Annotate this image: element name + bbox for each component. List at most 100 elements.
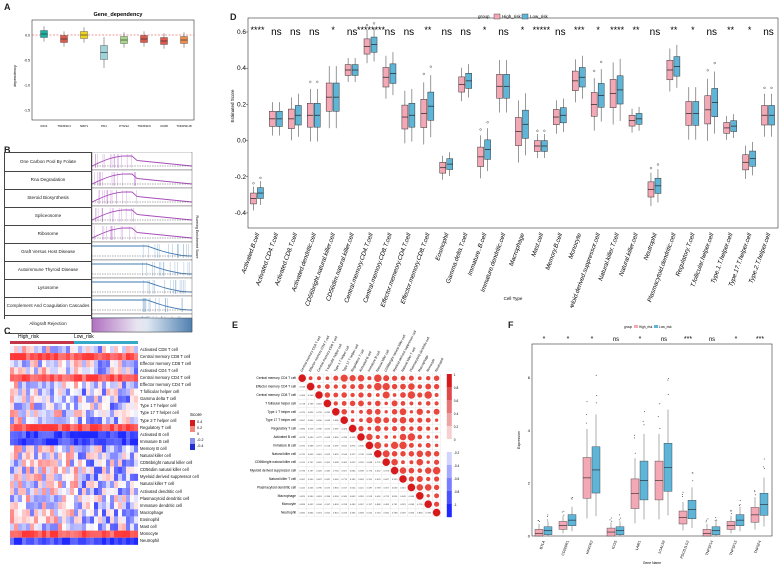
heatmap-cell	[78, 417, 83, 425]
heatmap-cell	[58, 431, 63, 439]
corr-circle	[424, 391, 432, 399]
significance-label: *	[591, 336, 594, 343]
heatmap-cell	[134, 473, 139, 481]
y-tick-label: 6	[528, 375, 531, 380]
corr-circle	[433, 501, 440, 507]
heatmap-cell	[22, 438, 27, 446]
outlier-point	[593, 69, 596, 73]
corr-circle	[392, 426, 398, 432]
heatmap-cell	[114, 367, 119, 375]
x-tick-label: LGALS9	[658, 540, 666, 554]
corr-circle	[366, 408, 373, 415]
corr-value: 0.518	[325, 445, 331, 447]
heatmap-cell	[134, 445, 139, 453]
heatmap-cell	[54, 445, 59, 453]
heatmap-cell	[26, 409, 31, 418]
heatmap-cell	[46, 431, 51, 439]
heatmap-cell	[118, 360, 123, 368]
outlier-point	[252, 182, 255, 185]
legend-color-step	[446, 504, 452, 518]
x-tick-label: Mast.cell	[530, 232, 545, 258]
heatmap-cell	[126, 424, 131, 432]
heatmap-row-label: Gamma delta T cell	[140, 396, 177, 402]
heatmap-cell	[106, 424, 111, 432]
corr-value: 0.539	[358, 471, 364, 473]
heatmap-cell	[26, 360, 31, 368]
legend-tick: 0.2	[454, 425, 459, 429]
heatmap-row-label: Effector memory CD8 T cell	[140, 360, 192, 366]
heatmap-cell	[118, 466, 123, 474]
row-label: Natural killer T cell	[269, 477, 296, 481]
heatmap-row-label: Natural killer cell	[140, 453, 171, 458]
corr-circle	[434, 418, 439, 422]
outlier-point	[600, 60, 603, 63]
heatmap-cell	[66, 523, 71, 531]
heatmap-cell	[38, 367, 43, 375]
panel-f-svg: Expression Gene Name group High_risk Low…	[517, 325, 773, 565]
heatmap-cell	[106, 388, 111, 396]
corr-value: 0.507	[383, 487, 389, 489]
heatmap-cell	[122, 530, 127, 538]
corr-value: 0.761	[392, 504, 398, 506]
corr-circle	[317, 384, 321, 389]
heatmap-cell	[30, 346, 35, 354]
heatmap-cell	[106, 537, 111, 545]
heatmap-cell	[114, 417, 119, 425]
heatmap-cell	[86, 445, 91, 453]
heatmap-cell	[26, 466, 31, 474]
significance-label: ns	[460, 27, 471, 38]
heatmap-cell	[110, 360, 115, 368]
heatmap-cell	[58, 445, 63, 453]
heatmap-cell	[98, 530, 103, 538]
heatmap-cell	[30, 502, 35, 510]
heatmap-cell	[14, 374, 19, 382]
heatmap-cell	[102, 381, 107, 389]
heatmap-cell	[126, 395, 131, 403]
heatmap-cell	[98, 445, 103, 453]
heatmap-cell	[58, 530, 63, 538]
heatmap-cell	[46, 523, 51, 531]
heatmap-cell	[22, 409, 27, 418]
outlier-point	[546, 519, 548, 521]
heatmap-cell	[10, 495, 15, 503]
heatmap-cell	[102, 402, 107, 410]
corr-circle	[399, 467, 407, 474]
corr-value: 0.405	[341, 462, 347, 464]
heatmap-cell	[78, 367, 83, 375]
heatmap-cell	[70, 395, 75, 403]
heatmap-cell	[38, 402, 43, 410]
heatmap-cell	[122, 381, 127, 389]
heatmap-cell	[74, 502, 79, 510]
heatmap-cell	[22, 509, 27, 517]
heatmap-row-label: Type 2 T helper cell	[140, 417, 177, 423]
corr-circle	[323, 399, 332, 408]
corr-circle	[390, 466, 399, 475]
corr-circle	[375, 434, 380, 440]
heatmap-cell	[78, 409, 83, 418]
outlier-point	[429, 65, 432, 68]
outlier-point	[738, 504, 740, 506]
heatmap-cell	[14, 417, 19, 425]
heatmap-cell	[58, 488, 63, 496]
heatmap-cell	[18, 409, 23, 418]
heatmap-cell	[102, 346, 107, 354]
heatmap-cell	[122, 459, 127, 467]
corr-value: 0.850	[333, 487, 339, 489]
heatmap-cell	[34, 495, 39, 503]
outlier-point	[610, 517, 612, 519]
heatmap-cell	[78, 388, 83, 396]
corr-value: 0.660	[299, 513, 305, 515]
heatmap-cell	[14, 367, 19, 375]
heatmap-cell	[102, 431, 107, 439]
outlier-point	[596, 394, 598, 396]
heatmap-row-label: Memory B cell	[140, 445, 167, 451]
heatmap-cell	[18, 438, 23, 446]
outlier-point	[595, 374, 597, 376]
heatmap-cell	[118, 353, 123, 361]
heatmap-cell	[38, 459, 43, 467]
significance-label: *	[521, 25, 525, 35]
heatmap-cell	[98, 374, 103, 382]
heatmap-cell	[18, 402, 23, 410]
heatmap-cell	[70, 523, 75, 531]
heatmap-cell	[14, 381, 19, 389]
